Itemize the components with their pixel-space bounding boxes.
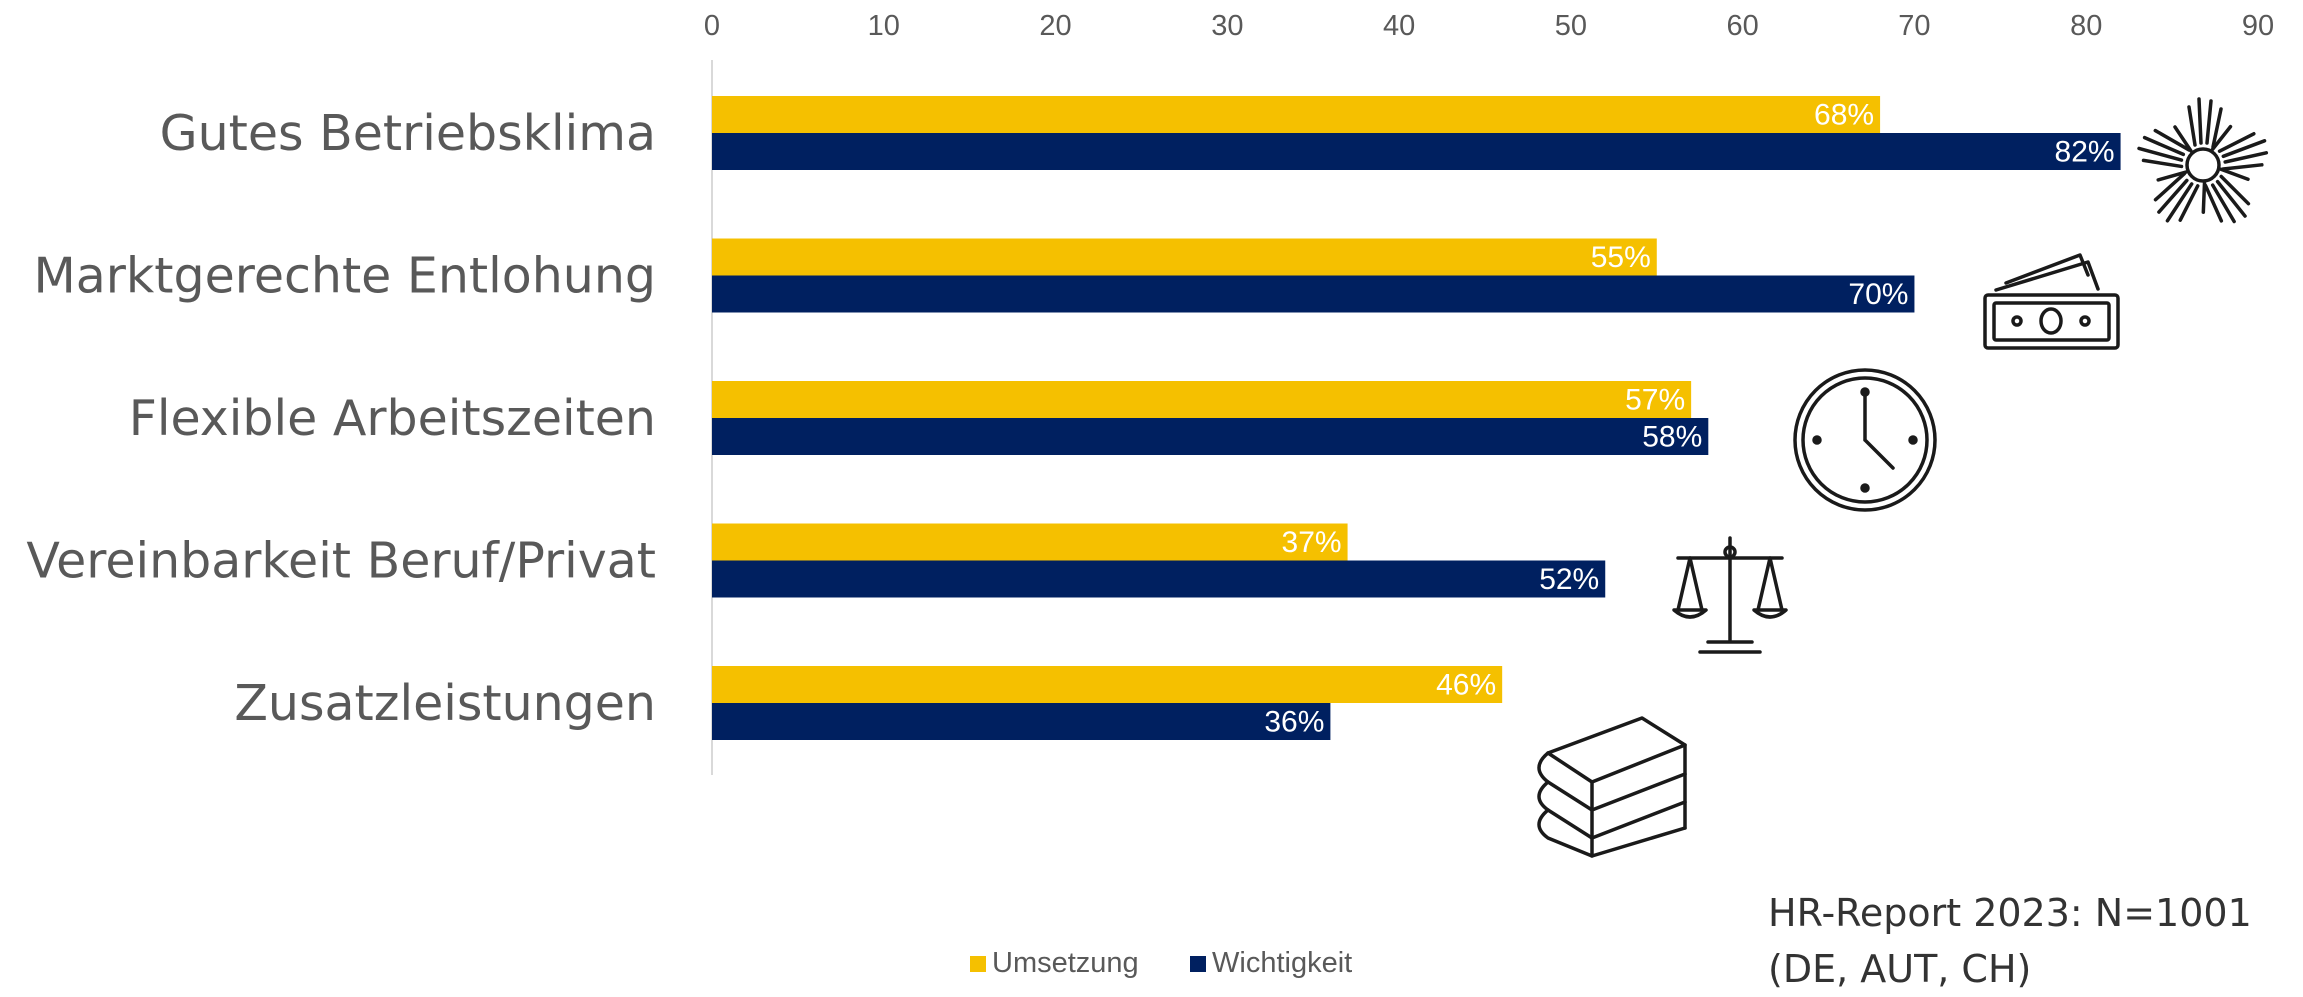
bar-umsetzung	[712, 523, 1348, 561]
bar-wichtigkeit	[712, 560, 1606, 598]
legend-label: Wichtigkeit	[1212, 947, 1352, 979]
x-tick-label: 40	[1383, 10, 1415, 42]
x-axis: 0 10 20 30 40 50 60 70 80 90	[704, 10, 2274, 42]
books-icon	[1537, 716, 1687, 858]
x-tick-label: 10	[868, 10, 900, 42]
data-label: 57%	[1625, 384, 1685, 417]
category-label: Flexible Arbeitszeiten	[129, 390, 656, 447]
data-label: 82%	[2055, 136, 2115, 169]
legend-swatch	[970, 956, 986, 972]
data-label: 70%	[1848, 278, 1908, 311]
data-label: 55%	[1591, 241, 1651, 274]
data-label: 52%	[1539, 563, 1599, 596]
bar-wichtigkeit	[712, 418, 1709, 455]
data-label: 36%	[1264, 706, 1324, 739]
bar-wichtigkeit	[712, 275, 1915, 313]
data-label: 37%	[1282, 526, 1342, 559]
clock-icon	[1793, 368, 1937, 512]
bar-umsetzung	[712, 96, 1881, 133]
x-tick-label: 50	[1555, 10, 1587, 42]
category-label: Gutes Betriebsklima	[160, 105, 656, 162]
hands-circle-icon	[2137, 97, 2269, 224]
category-labels: Gutes Betriebsklima Marktgerechte Entlohu…	[26, 105, 656, 732]
category-label: Marktgerechte Entlohung	[33, 248, 656, 305]
bar-umsetzung	[712, 381, 1692, 418]
legend-swatch	[1190, 956, 1206, 972]
x-tick-label: 0	[704, 10, 720, 42]
source-annotation: HR-Report 2023: N=1001 (DE, AUT, CH)	[1768, 885, 2288, 997]
x-tick-label: 30	[1211, 10, 1243, 42]
money-bill-icon	[1983, 253, 2120, 350]
x-tick-label: 90	[2242, 10, 2274, 42]
data-label: 68%	[1814, 99, 1874, 132]
data-label: 58%	[1642, 421, 1702, 454]
bar-wichtigkeit	[712, 133, 2121, 170]
x-tick-label: 80	[2070, 10, 2102, 42]
x-tick-label: 60	[1727, 10, 1759, 42]
source-line-1: HR-Report 2023: N=1001	[1768, 891, 2252, 935]
x-tick-label: 20	[1039, 10, 1071, 42]
category-label: Vereinbarkeit Beruf/Privat	[26, 533, 656, 590]
bar-wichtigkeit	[712, 703, 1331, 740]
legend-label: Umsetzung	[992, 947, 1139, 979]
x-tick-label: 70	[1898, 10, 1930, 42]
data-label: 46%	[1436, 669, 1496, 702]
legend: Umsetzung Wichtigkeit	[970, 947, 1352, 979]
bars: 68% 82% 55% 70% 57% 58% 37% 52% 46% 36%	[712, 96, 2121, 740]
category-label: Zusatzleistungen	[234, 675, 656, 732]
scales-icon	[1672, 536, 1788, 654]
source-line-2: (DE, AUT, CH)	[1768, 947, 2032, 991]
bar-umsetzung	[712, 666, 1503, 703]
bar-umsetzung	[712, 238, 1657, 276]
